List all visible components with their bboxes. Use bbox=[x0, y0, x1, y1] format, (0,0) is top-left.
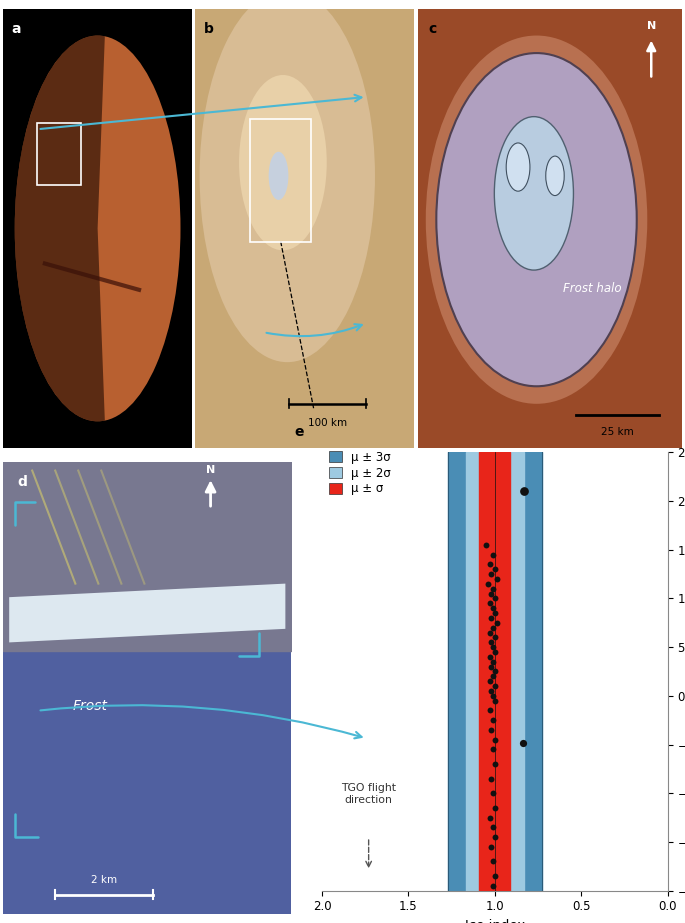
Point bbox=[488, 620, 499, 635]
Point bbox=[491, 571, 502, 586]
Circle shape bbox=[14, 35, 181, 421]
Point bbox=[489, 732, 500, 747]
Point bbox=[488, 713, 499, 727]
Text: N: N bbox=[647, 21, 656, 31]
Point bbox=[486, 586, 497, 601]
Bar bbox=[448, 452, 542, 891]
Text: N: N bbox=[206, 465, 215, 474]
Point bbox=[484, 674, 495, 689]
Point bbox=[488, 820, 499, 834]
Point bbox=[488, 689, 499, 703]
Point bbox=[484, 650, 495, 665]
Bar bbox=[479, 452, 510, 891]
Point bbox=[489, 800, 500, 815]
Text: Frost: Frost bbox=[72, 700, 108, 713]
Point bbox=[486, 772, 497, 786]
Ellipse shape bbox=[546, 156, 564, 196]
Text: d: d bbox=[18, 475, 27, 489]
Point bbox=[489, 644, 500, 659]
Point bbox=[484, 625, 495, 640]
Circle shape bbox=[426, 35, 647, 404]
Point bbox=[481, 537, 492, 552]
Circle shape bbox=[436, 53, 637, 386]
Circle shape bbox=[239, 75, 327, 250]
Point bbox=[486, 635, 497, 650]
Point bbox=[484, 703, 495, 718]
Ellipse shape bbox=[199, 0, 375, 362]
Point bbox=[488, 601, 499, 616]
Point bbox=[482, 576, 493, 591]
Point bbox=[519, 484, 530, 498]
Ellipse shape bbox=[269, 151, 288, 200]
Legend: μ ± 3σ, μ ± 2σ, μ ± σ: μ ± 3σ, μ ± 2σ, μ ± σ bbox=[328, 450, 393, 497]
Bar bbox=[250, 119, 312, 242]
Point bbox=[484, 596, 495, 611]
Point bbox=[486, 610, 497, 625]
Polygon shape bbox=[9, 583, 286, 642]
Point bbox=[488, 669, 499, 684]
Ellipse shape bbox=[495, 116, 573, 270]
Ellipse shape bbox=[506, 143, 530, 191]
Point bbox=[484, 810, 495, 825]
Point bbox=[489, 665, 500, 679]
Text: 25 km: 25 km bbox=[601, 426, 634, 437]
Wedge shape bbox=[15, 36, 105, 421]
Point bbox=[486, 684, 497, 699]
Point bbox=[486, 840, 497, 855]
Point bbox=[488, 640, 499, 654]
Point bbox=[489, 757, 500, 772]
Point bbox=[489, 830, 500, 845]
Point bbox=[488, 654, 499, 669]
Point bbox=[488, 742, 499, 757]
Point bbox=[486, 659, 497, 674]
Text: e: e bbox=[295, 426, 303, 439]
Point bbox=[484, 557, 495, 571]
Bar bbox=[37, 124, 81, 185]
Point bbox=[489, 693, 500, 708]
Point bbox=[489, 678, 500, 693]
Text: b: b bbox=[204, 22, 214, 36]
Point bbox=[488, 785, 499, 800]
Text: a: a bbox=[11, 22, 21, 36]
Point bbox=[488, 879, 499, 893]
Bar bbox=[466, 452, 524, 891]
Point bbox=[489, 605, 500, 620]
Point bbox=[489, 591, 500, 605]
Text: c: c bbox=[428, 22, 436, 36]
Point bbox=[486, 567, 497, 581]
Text: 2 km: 2 km bbox=[91, 875, 117, 885]
Text: TGO flight
direction: TGO flight direction bbox=[341, 784, 396, 805]
Point bbox=[491, 616, 502, 630]
Point bbox=[489, 562, 500, 577]
Point bbox=[488, 581, 499, 596]
Point bbox=[486, 723, 497, 737]
Point bbox=[489, 869, 500, 883]
Point bbox=[488, 547, 499, 562]
Point bbox=[488, 854, 499, 869]
Point bbox=[489, 630, 500, 645]
Text: 100 km: 100 km bbox=[308, 418, 347, 427]
Text: Frost halo: Frost halo bbox=[563, 282, 621, 295]
Point bbox=[517, 736, 528, 750]
X-axis label: Ice index: Ice index bbox=[465, 919, 525, 923]
